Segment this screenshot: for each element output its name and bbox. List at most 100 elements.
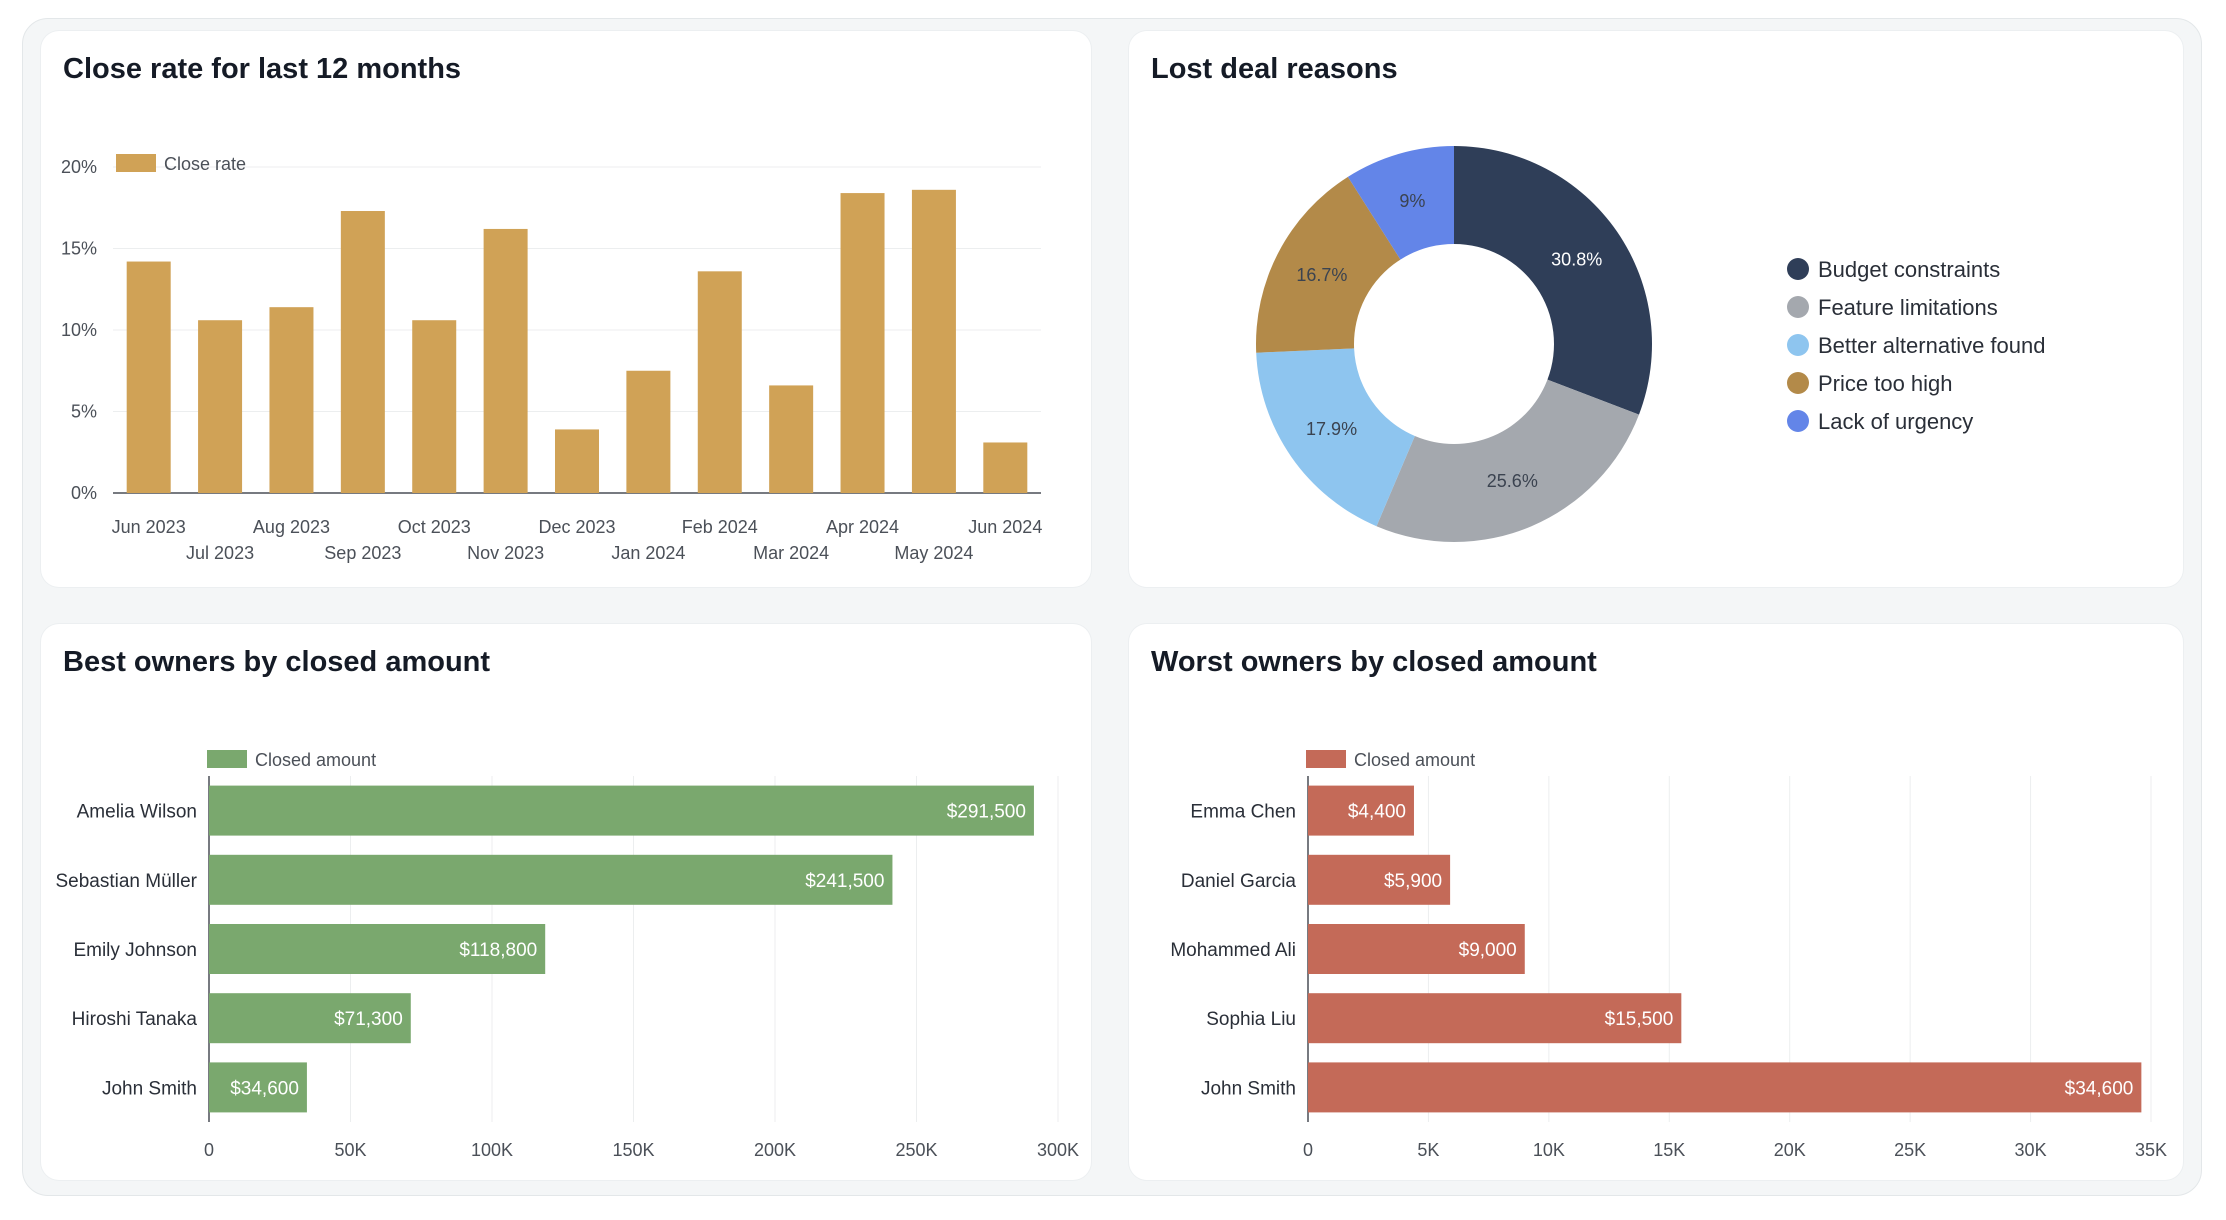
y-tick-label: 5%	[71, 402, 97, 422]
x-tick-label: 20K	[1774, 1140, 1806, 1160]
x-tick-label: 250K	[895, 1140, 937, 1160]
lost-deal-reasons-chart: 30.8% 25.6% 17.9% 16.7% 9% Budget constraints…	[1256, 146, 2045, 542]
bar	[209, 993, 411, 1044]
y-tick-label: Emma Chen	[1190, 802, 1296, 823]
best-owners-card: Best owners by closed amount 0 50K 100K 150…	[41, 624, 1091, 1180]
x-tick-label: Jun 2024	[968, 517, 1042, 537]
bar	[412, 320, 457, 493]
x-tick-label: 35K	[2135, 1140, 2167, 1160]
x-tick-label: 15K	[1653, 1140, 1685, 1160]
data-label: $9,000	[1459, 940, 1517, 961]
best-owners-chart: 0 50K 100K 150K 200K 250K 300K $291,500 Amelia W…	[55, 750, 1079, 1160]
legend-label: Budget constraints	[1818, 257, 2000, 282]
bar	[483, 228, 528, 493]
legend-marker	[1787, 296, 1809, 318]
x-tick-label: 150K	[612, 1140, 654, 1160]
worst-owners-title: Worst owners by closed amount	[1151, 646, 1597, 678]
bar	[209, 785, 1034, 836]
bar	[209, 1062, 307, 1113]
x-tick-label: 100K	[471, 1140, 513, 1160]
dashboard-frame: Close rate for last 12 months 0% 5% 10% 15%…	[22, 18, 2202, 1196]
y-tick-label: 15%	[61, 239, 97, 259]
x-tick-label: Nov 2023	[467, 543, 544, 563]
x-tick-label: 10K	[1533, 1140, 1565, 1160]
close-rate-title: Close rate for last 12 months	[63, 53, 462, 85]
x-tick-label: 50K	[334, 1140, 366, 1160]
x-tick-label: Aug 2023	[253, 517, 330, 537]
data-label: $34,600	[2065, 1078, 2134, 1099]
x-tick-label: 25K	[1894, 1140, 1926, 1160]
bar	[555, 429, 599, 493]
data-label: $118,800	[459, 940, 537, 961]
y-tick-label: John Smith	[1201, 1078, 1296, 1099]
y-tick-label: Emily Johnson	[73, 940, 197, 961]
data-label: $5,900	[1384, 871, 1442, 892]
bar	[209, 854, 893, 905]
bar	[1308, 785, 1414, 836]
x-tick-label: 300K	[1037, 1140, 1079, 1160]
x-tick-label: Sep 2023	[324, 543, 401, 563]
y-tick-label: Daniel Garcia	[1181, 871, 1297, 892]
slice-label: 9%	[1399, 191, 1425, 211]
legend-label: Feature limitations	[1818, 295, 1998, 320]
x-tick-label: 30K	[2015, 1140, 2047, 1160]
slice-label: 16.7%	[1296, 265, 1347, 285]
legend-swatch	[1306, 750, 1346, 768]
donut-slice	[1376, 379, 1639, 542]
legend-label: Close rate	[164, 154, 246, 174]
data-label: $15,500	[1605, 1009, 1674, 1030]
data-label: $4,400	[1348, 802, 1406, 823]
x-tick-label: 5K	[1417, 1140, 1439, 1160]
donut-slice	[1256, 348, 1415, 527]
data-label: $241,500	[805, 871, 884, 892]
x-tick-label: May 2024	[894, 543, 973, 563]
x-tick-label: Jan 2024	[611, 543, 685, 563]
bar	[126, 261, 171, 493]
legend-label: Better alternative found	[1818, 333, 2045, 358]
legend-label: Lack of urgency	[1818, 409, 1973, 434]
lost-deal-reasons-card: Lost deal reasons 30.8% 25.6% 17.9% 16.7% 9%…	[1129, 31, 2183, 587]
slice-label: 17.9%	[1306, 419, 1357, 439]
bar	[1308, 854, 1451, 905]
x-tick-label: Feb 2024	[682, 517, 758, 537]
donut-slice	[1347, 146, 1454, 260]
x-tick-label: 0	[204, 1140, 214, 1160]
bar	[1308, 993, 1682, 1044]
x-tick-label: Apr 2024	[826, 517, 899, 537]
slice-label: 30.8%	[1551, 249, 1602, 269]
y-tick-label: 0%	[71, 483, 97, 503]
bar	[209, 924, 546, 974]
close-rate-card: Close rate for last 12 months 0% 5% 10% 15%…	[41, 31, 1091, 587]
bar	[769, 385, 814, 493]
x-tick-label: Mar 2024	[753, 543, 829, 563]
best-owners-title: Best owners by closed amount	[63, 646, 491, 678]
legend-label: Closed amount	[255, 750, 376, 770]
legend-swatch	[207, 750, 247, 768]
bar	[340, 211, 385, 493]
bar	[911, 189, 956, 493]
bar	[1308, 924, 1525, 974]
bar	[626, 370, 671, 493]
bar	[269, 307, 314, 493]
y-tick-label: Sophia Liu	[1206, 1009, 1296, 1030]
worst-owners-card: Worst owners by closed amount 0 5K 10K 15K 2…	[1129, 624, 2183, 1180]
x-tick-label: 200K	[754, 1140, 796, 1160]
legend-marker	[1787, 334, 1809, 356]
lost-deal-reasons-title: Lost deal reasons	[1151, 53, 1398, 85]
donut-slice	[1256, 176, 1401, 353]
y-tick-label: Sebastian Müller	[55, 871, 197, 892]
x-tick-label: Jun 2023	[112, 517, 186, 537]
bar	[198, 320, 243, 493]
legend-swatch	[116, 154, 156, 172]
data-label: $71,300	[334, 1009, 403, 1030]
slice-label: 25.6%	[1487, 471, 1538, 491]
data-label: $291,500	[947, 802, 1026, 823]
bar	[1308, 1062, 2142, 1113]
donut-slice	[1454, 146, 1652, 415]
y-tick-label: Hiroshi Tanaka	[72, 1009, 198, 1030]
y-tick-label: Mohammed Ali	[1170, 940, 1296, 961]
y-tick-label: 20%	[61, 157, 97, 177]
legend-label: Closed amount	[1354, 750, 1475, 770]
legend-marker	[1787, 372, 1809, 394]
